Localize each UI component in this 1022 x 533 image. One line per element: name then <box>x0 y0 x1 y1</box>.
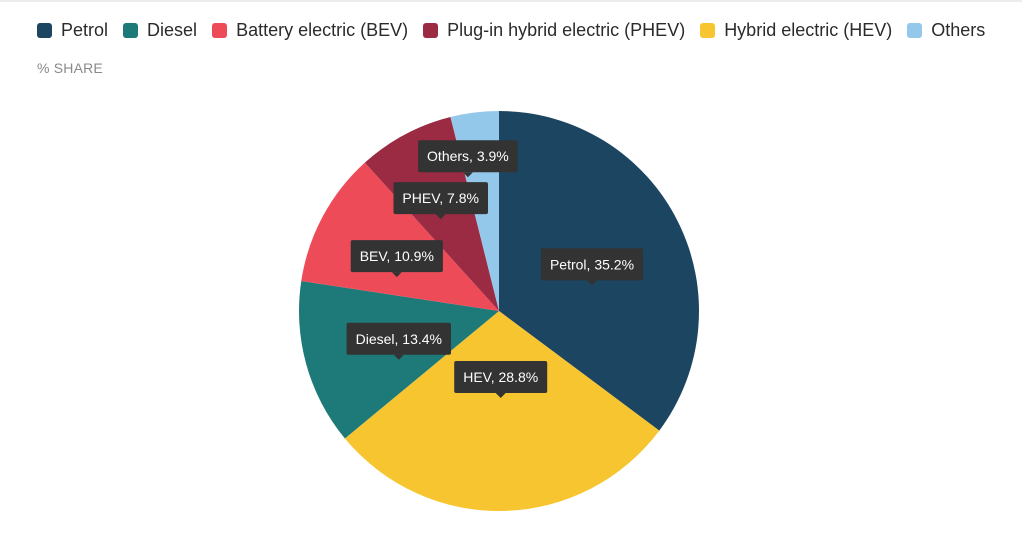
data-label-pointer <box>435 214 446 220</box>
legend-swatch <box>423 22 439 38</box>
data-label-pointer <box>393 354 404 360</box>
data-label-box <box>350 240 443 273</box>
legend-item-others[interactable]: Others <box>907 18 985 42</box>
data-label-text: Diesel, 13.4% <box>356 331 442 347</box>
data-label-petrol: Petrol, 35.2% <box>540 248 643 286</box>
top-divider <box>0 0 1022 2</box>
pie-data-labels: Petrol, 35.2% HEV, 28.8% Diesel, 13.4% BEV,… <box>346 140 643 398</box>
pie-slice-diesel[interactable] <box>299 280 499 439</box>
legend-item-plug-in-hybrid-electric-phev[interactable]: Plug-in hybrid electric (PHEV) <box>423 18 685 42</box>
data-label-pointer <box>495 393 506 398</box>
chart-legend: Petrol Diesel Battery electric (BEV) Plug-i… <box>37 18 1000 42</box>
legend-item-battery-electric-bev[interactable]: Battery electric (BEV) <box>212 18 408 42</box>
legend-label: Battery electric (BEV) <box>236 20 409 40</box>
data-label-pointer <box>462 172 473 178</box>
legend-label: Plug-in hybrid electric (PHEV) <box>447 20 686 40</box>
data-label-text: BEV, 10.9% <box>360 248 434 264</box>
data-label-text: Petrol, 35.2% <box>550 256 634 272</box>
data-label-diesel: Diesel, 13.4% <box>346 322 451 360</box>
legend-swatch <box>700 22 716 38</box>
data-label-bev: BEV, 10.9% <box>350 240 443 278</box>
data-label-box <box>540 248 643 281</box>
data-label-pointer <box>391 272 402 278</box>
data-label-phev: PHEV, 7.8% <box>393 182 488 220</box>
data-label-pointer <box>587 280 597 286</box>
legend-swatch <box>123 22 139 38</box>
unit-label: % SHARE <box>37 60 103 76</box>
data-label-hev: HEV, 28.8% <box>454 361 548 398</box>
legend-label: Hybrid electric (HEV) <box>724 20 893 40</box>
data-label-text: HEV, 28.8% <box>463 369 538 385</box>
legend-label: Others <box>931 20 986 40</box>
data-label-box <box>393 182 488 215</box>
data-label-text: Others, 3.9% <box>427 148 509 164</box>
data-label-others: Others, 3.9% <box>418 140 518 178</box>
data-label-box <box>454 361 548 393</box>
legend-item-petrol[interactable]: Petrol <box>37 18 108 42</box>
legend-swatch <box>907 22 923 38</box>
legend-label: Diesel <box>147 20 198 40</box>
legend-label: Petrol <box>61 20 109 40</box>
legend-item-hybrid-electric-hev[interactable]: Hybrid electric (HEV) <box>700 18 892 42</box>
pie-slice-bev[interactable] <box>301 162 499 311</box>
legend-swatch <box>37 22 52 38</box>
data-label-text: PHEV, 7.8% <box>402 190 479 206</box>
data-label-box <box>346 322 451 355</box>
legend-swatch <box>212 22 228 38</box>
data-label-box <box>418 140 518 173</box>
pie-slice-hev[interactable] <box>344 311 660 511</box>
legend-item-diesel[interactable]: Diesel <box>123 18 197 42</box>
